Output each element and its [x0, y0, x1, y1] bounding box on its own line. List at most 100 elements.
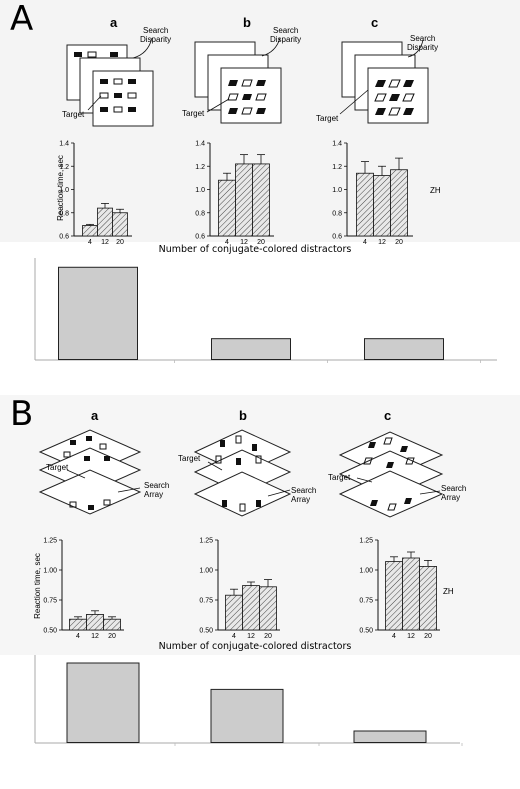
panel-b-stimulus-b-annotation-line2: Array	[291, 495, 310, 504]
a-b-x-tick-label: 20	[257, 239, 265, 246]
b-c-y-tick-label: 1.00	[359, 568, 373, 575]
panel-a-stimulus-a-illustration	[66, 37, 154, 127]
a-b-x-tick-label: 12	[240, 239, 248, 246]
panel-b-stimulus-b-annotation-line1: Search	[291, 486, 316, 495]
panel-b-sub-c-letter: c	[384, 408, 391, 423]
a-b-x-tick-label: 4	[225, 239, 229, 246]
a-c-y-tick-label: 1.2	[332, 164, 342, 171]
a-a-y-tick-label: 0.6	[59, 234, 69, 241]
a-b-y-tick-label: 1.2	[195, 164, 205, 171]
b-c-bar	[385, 561, 403, 631]
panel-a-chart-c: 0.6 0.8 1.0 1.2 1.4 4 12 20	[332, 141, 413, 246]
panel-a-sub-c-letter: c	[371, 15, 378, 30]
a-a-y-tick-label: 1.0	[59, 187, 69, 194]
a-b-bar	[235, 163, 253, 237]
panel-a-y-axis-label: Reaction time, sec	[56, 155, 65, 221]
a-b-y-tick-label: 0.8	[195, 210, 205, 217]
b-b-bar	[259, 586, 277, 631]
a-summary-bar	[211, 338, 291, 361]
panel-b-summary-chart	[34, 655, 463, 746]
panel-a-stimulus-b-target-label: Target	[182, 109, 205, 118]
panel-a-observer-label: ZH	[430, 186, 441, 195]
panel-b-observer-label: ZH	[443, 587, 454, 596]
b-c-y-tick-label: 1.25	[359, 538, 373, 545]
panel-a-stimulus-b-annotation-line1: Search	[273, 26, 298, 35]
panel-a-sub-b-letter: b	[243, 15, 251, 30]
panel-a-stimulus-a-annotation-line1: Search	[143, 26, 168, 35]
panel-b-chart-a: 0.50 0.75 1.00 1.25 4 12 20	[43, 538, 124, 640]
b-c-y-tick-label: 0.50	[359, 628, 373, 635]
panel-b-stimulus-b-illustration	[193, 429, 292, 517]
b-a-bar	[69, 618, 87, 631]
a-a-bar	[97, 207, 113, 237]
panel-a-stimulus-c-illustration	[339, 39, 429, 124]
a-c-x-tick-label: 4	[363, 239, 367, 246]
panel-b-y-axis-label: Reaction time, sec	[33, 553, 42, 619]
a-a-y-tick-label: 0.8	[59, 210, 69, 217]
a-c-bar	[390, 169, 408, 237]
a-c-y-tick-label: 0.6	[332, 234, 342, 241]
panel-a-stimulus-a-target-label: Target	[62, 110, 85, 119]
b-a-bar	[103, 618, 121, 631]
a-b-y-tick-label: 1.4	[195, 141, 205, 148]
b-c-bar	[419, 566, 437, 631]
a-c-bar	[373, 175, 391, 237]
b-a-y-tick-label: 1.25	[43, 538, 57, 545]
panel-b-stimulus-a-illustration	[38, 429, 142, 515]
a-summary-bar	[364, 338, 444, 361]
panel-a-stimulus-a-annotation-line2: Disparity	[140, 35, 171, 44]
b-c-x-tick-label: 4	[392, 633, 396, 640]
panel-a-stimulus-c-annotation-line2: Disparity	[407, 43, 438, 52]
panel-b-stimulus-c-annotation-line2: Array	[441, 493, 460, 502]
panel-a-stimulus-c-annotation-line1: Search	[410, 34, 435, 43]
b-b-y-tick-label: 0.75	[199, 598, 213, 605]
b-b-x-tick-label: 12	[247, 633, 255, 640]
panel-a-chart-b: 0.6 0.8 1.0 1.2 1.4 4 12 20	[195, 141, 274, 246]
panel-b: B a b c Target Search Array Target	[10, 394, 466, 746]
b-a-x-tick-label: 12	[91, 633, 99, 640]
b-b-y-tick-label: 1.25	[199, 538, 213, 545]
a-a-y-tick-label: 1.2	[59, 164, 69, 171]
a-a-x-tick-label: 12	[101, 239, 109, 246]
a-a-x-tick-label: 4	[88, 239, 92, 246]
a-c-x-tick-label: 20	[395, 239, 403, 246]
panel-a-chart-a: 0.6 0.8 1.0 1.2 1.4 4 12 20	[59, 141, 132, 246]
a-a-y-tick-label: 1.4	[59, 141, 69, 148]
b-a-x-tick-label: 4	[76, 633, 80, 640]
b-a-bar	[86, 614, 104, 631]
panel-b-stimulus-b-target-label: Target	[178, 454, 201, 463]
panel-a-stimulus-c-target-label: Target	[316, 114, 339, 123]
b-b-y-tick-label: 1.00	[199, 568, 213, 575]
b-c-bar	[402, 557, 420, 631]
b-c-x-tick-label: 12	[407, 633, 415, 640]
panel-b-stimulus-c-annotation-line1: Search	[441, 484, 466, 493]
b-b-bar	[225, 594, 243, 631]
panel-b-letter: B	[10, 394, 33, 434]
b-b-y-tick-label: 0.50	[199, 628, 213, 635]
b-a-y-tick-label: 1.00	[43, 568, 57, 575]
panel-b-x-caption: Number of conjugate-colored distractors	[159, 641, 352, 652]
a-b-y-tick-label: 1.0	[195, 187, 205, 194]
a-c-y-tick-label: 1.0	[332, 187, 342, 194]
a-c-y-tick-label: 1.4	[332, 141, 342, 148]
panel-b-stimulus-a-target-label: Target	[46, 463, 69, 472]
b-b-bar	[242, 585, 260, 631]
a-a-bar	[112, 212, 128, 237]
panel-b-stimulus-a-annotation-line2: Array	[144, 490, 163, 499]
a-c-bar	[356, 172, 374, 237]
a-c-y-tick-label: 0.8	[332, 210, 342, 217]
panel-b-chart-b: 0.50 0.75 1.00 1.25 4 12 20	[199, 538, 280, 640]
panel-a-summary-chart	[34, 258, 497, 363]
panel-b-stimulus-c-target-label: Target	[328, 473, 351, 482]
panel-b-stimulus-a-annotation-line1: Search	[144, 481, 169, 490]
panel-b-sub-b-letter: b	[239, 408, 247, 423]
b-b-x-tick-label: 4	[232, 633, 236, 640]
b-summary-bar	[210, 688, 284, 744]
b-a-y-tick-label: 0.50	[43, 628, 57, 635]
panel-b-chart-c: 0.50 0.75 1.00 1.25 4 12 20	[359, 538, 440, 640]
panel-a-stimulus-b-annotation-line2: Disparity	[270, 35, 301, 44]
panel-a: A a b c Search Disparity Target	[10, 0, 497, 363]
a-c-x-tick-label: 12	[378, 239, 386, 246]
panel-b-stimulus-c-illustration	[338, 431, 444, 518]
